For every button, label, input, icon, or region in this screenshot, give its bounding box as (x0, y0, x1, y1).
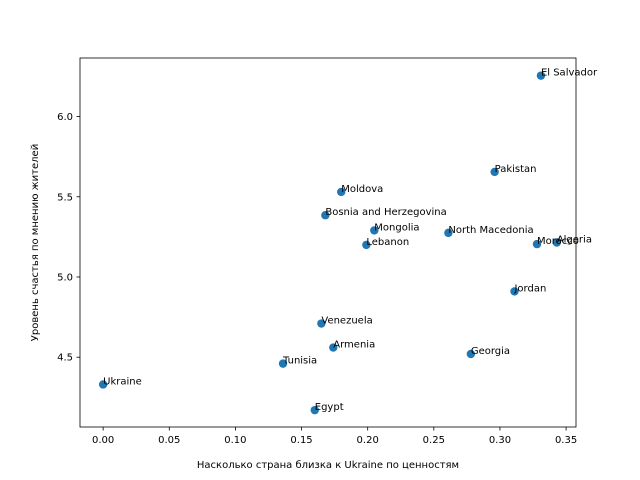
point-label: Egypt (315, 402, 344, 413)
point-label: Armenia (333, 340, 375, 351)
data-point (337, 187, 346, 197)
data-point (278, 359, 288, 368)
point-label: Bosnia and Herzegovina (325, 207, 446, 218)
data-point (444, 228, 453, 238)
point-label: Moldova (341, 184, 383, 195)
x-axis-ticks: 0.00 0.05 0.10 0.15 0.20 0.25 0.30 0.35 (92, 427, 577, 446)
x-tick-label: 0.00 (92, 435, 114, 446)
plot-frame (79, 57, 577, 428)
data-point (490, 167, 499, 177)
point-label: El Salvador (541, 68, 598, 79)
data-point (532, 239, 542, 249)
data-point (329, 343, 338, 352)
x-tick-label: 0.35 (555, 435, 577, 446)
point-label: Ukraine (103, 376, 142, 387)
data-point (310, 405, 319, 415)
point-label: Georgia (471, 346, 510, 357)
y-tick-label: 5.0 (57, 272, 73, 283)
x-tick-label: 0.15 (290, 435, 312, 446)
data-point (362, 240, 371, 250)
data-point (552, 238, 562, 247)
data-point (370, 226, 379, 235)
data-point (317, 319, 326, 328)
point-label: North Macedonia (448, 225, 533, 236)
point-label: Algeria (557, 235, 592, 246)
y-tick-label: 4.5 (57, 353, 73, 364)
x-axis-label: Насколько страна близка к Ukraine по цен… (197, 460, 459, 471)
point-label: Jordan (513, 283, 546, 294)
data-point (466, 349, 476, 359)
y-tick-label: 6.0 (57, 112, 73, 123)
data-points (98, 71, 562, 415)
x-tick-label: 0.30 (489, 435, 511, 446)
data-point (510, 287, 519, 296)
point-label: Tunisia (282, 356, 317, 367)
y-tick-label: 5.5 (57, 192, 73, 203)
x-tick-label: 0.25 (423, 435, 445, 446)
point-labels: El Salvador Pakistan Moldova Bosnia and Her… (103, 68, 598, 414)
data-point (321, 211, 330, 220)
y-axis-label: Уровень счастья по мнению жителей (30, 144, 41, 341)
y-axis-ticks: 4.5 5.0 5.5 6.0 (57, 112, 80, 364)
point-label: Morocco (537, 236, 579, 247)
x-tick-label: 0.05 (158, 435, 180, 446)
x-tick-label: 0.10 (224, 435, 246, 446)
point-label: Lebanon (366, 237, 409, 248)
data-point (98, 380, 108, 389)
x-tick-label: 0.20 (357, 435, 379, 446)
point-label: Pakistan (495, 164, 537, 175)
data-point (536, 71, 546, 80)
point-label: Venezuela (321, 316, 372, 327)
point-label: Mongolia (374, 222, 419, 233)
